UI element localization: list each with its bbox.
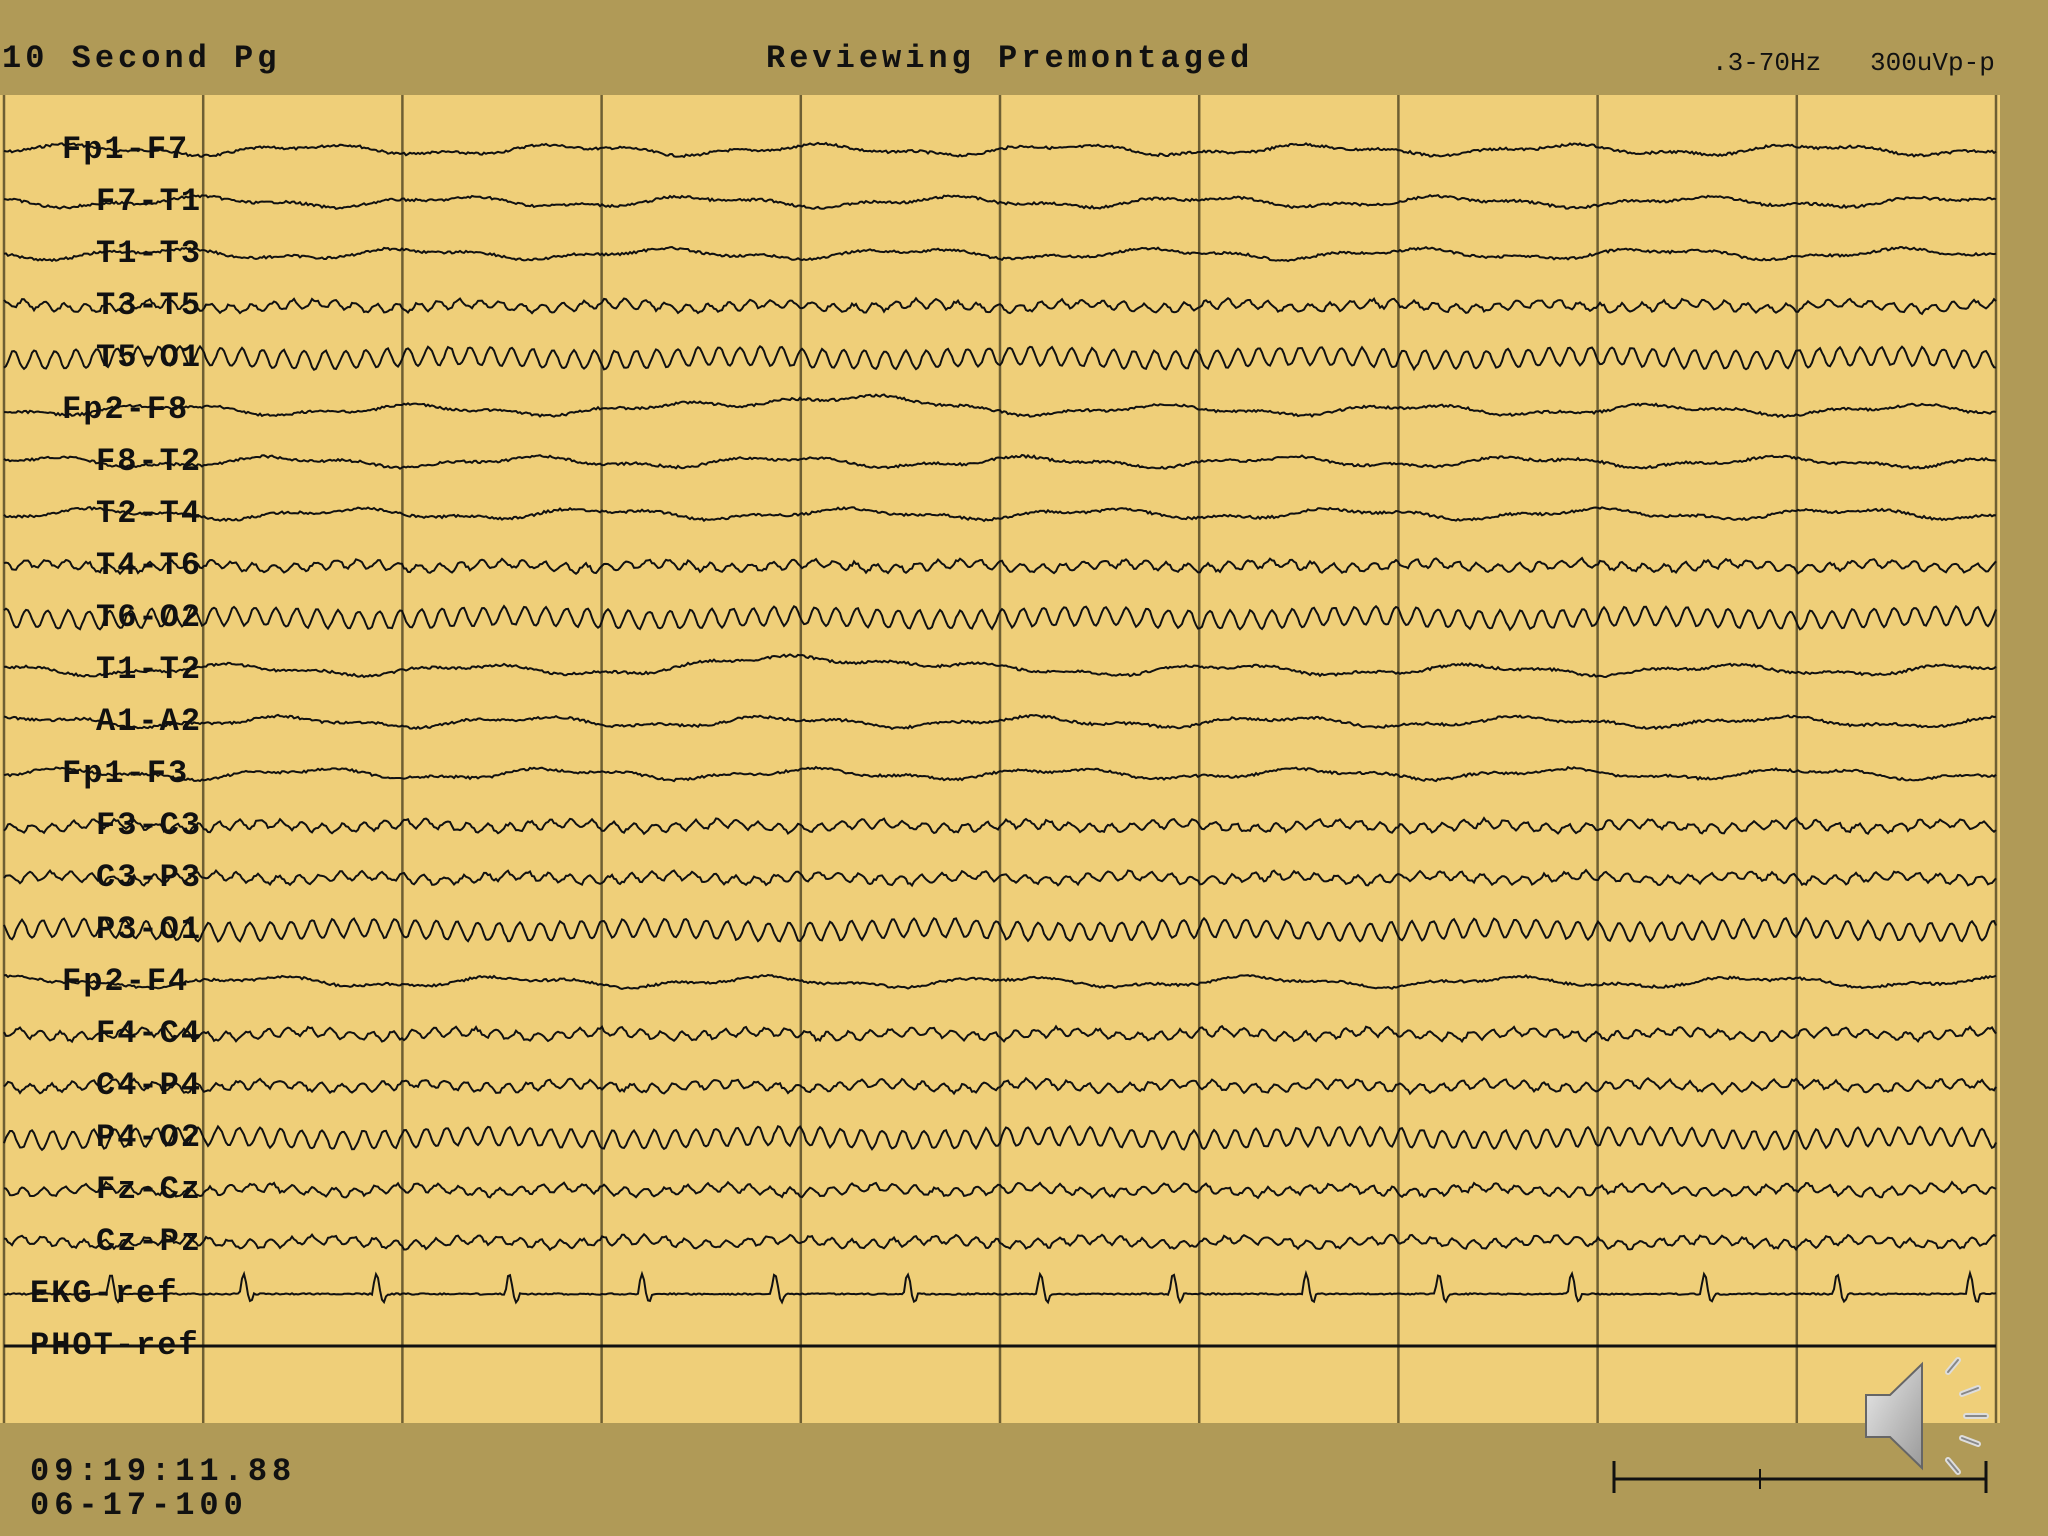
trace-cz-pz bbox=[3, 1232, 1997, 1252]
channel-label: Cz-Pz bbox=[96, 1223, 203, 1260]
trace-f3-c3 bbox=[3, 816, 1997, 836]
trace-a1-a2 bbox=[3, 713, 1997, 731]
channel-label: C4-P4 bbox=[96, 1067, 203, 1104]
trace-f7-t1 bbox=[3, 193, 1997, 211]
channel-label: T6-O2 bbox=[96, 599, 203, 636]
trace-t3-t5 bbox=[3, 296, 1997, 316]
channel-label: A1-A2 bbox=[96, 703, 203, 740]
channel-label: T2-T4 bbox=[96, 495, 203, 532]
trace-fp1-f7 bbox=[3, 141, 1997, 159]
trace-c3-p3 bbox=[3, 868, 1997, 888]
channel-label: T1-T2 bbox=[96, 651, 203, 688]
speaker-icon[interactable] bbox=[1860, 1350, 2010, 1480]
timestamp-date: 06-17-100 bbox=[30, 1487, 248, 1524]
channel-label: T4-T6 bbox=[96, 547, 203, 584]
trace-f8-t2 bbox=[3, 453, 1997, 470]
trace-f4-c4 bbox=[3, 1024, 1997, 1044]
channel-label: Fp1-F7 bbox=[62, 131, 190, 168]
channel-label: T5-O1 bbox=[96, 339, 203, 376]
trace-ekg-ref bbox=[3, 1269, 1997, 1305]
eeg-waveforms bbox=[2, 95, 1998, 1423]
channel-label: F7-T1 bbox=[96, 183, 203, 220]
timestamp-block: 09:19:11.88 06-17-100 bbox=[30, 1455, 296, 1523]
page-mode-label: 10 Second Pg bbox=[2, 40, 281, 77]
channel-label: EKG-ref bbox=[30, 1275, 179, 1312]
review-status-label: Reviewing Premontaged bbox=[766, 40, 1254, 77]
eeg-trace-panel[interactable]: Fp1-F7 F7-T1 T1-T3 T3-T5 T5-O1 Fp2-F8 F8-T2 T2-… bbox=[0, 95, 2000, 1423]
filter-setting: .3-70Hz bbox=[1712, 48, 1822, 78]
trace-fz-cz bbox=[3, 1180, 1997, 1200]
channel-label: PHOT-ref bbox=[30, 1327, 200, 1364]
trace-p4-o2 bbox=[3, 1124, 1997, 1152]
calibration-scale-bar bbox=[1612, 1461, 1988, 1493]
trace-t1-t2 bbox=[3, 653, 1997, 679]
channel-label: P3-O1 bbox=[96, 911, 203, 948]
channel-label: Fp1-F3 bbox=[62, 755, 190, 792]
channel-label: Fz-Cz bbox=[96, 1171, 203, 1208]
trace-t5-o1 bbox=[3, 344, 1997, 372]
channel-label: T3-T5 bbox=[96, 287, 203, 324]
trace-c4-p4 bbox=[3, 1076, 1997, 1096]
channel-label: Fp2-F8 bbox=[62, 391, 190, 428]
channel-label: F3-C3 bbox=[96, 807, 203, 844]
channel-label: F8-T2 bbox=[96, 443, 203, 480]
trace-t4-t6 bbox=[3, 556, 1997, 576]
channel-label: P4-O2 bbox=[96, 1119, 203, 1156]
sensitivity-setting: 300uVp-p bbox=[1870, 48, 1995, 78]
timestamp-time: 09:19:11.88 bbox=[30, 1453, 297, 1490]
channel-label: F4-C4 bbox=[96, 1015, 203, 1052]
trace-fp1-f3 bbox=[3, 765, 1997, 783]
trace-fp2-f4 bbox=[3, 973, 1997, 990]
channel-label: Fp2-F4 bbox=[62, 963, 190, 1000]
trace-t1-t3 bbox=[3, 245, 1997, 263]
channel-label: T1-T3 bbox=[96, 235, 203, 272]
trace-t6-o2 bbox=[3, 604, 1997, 632]
trace-p3-o1 bbox=[3, 916, 1997, 944]
trace-t2-t4 bbox=[3, 506, 1997, 523]
channel-label: C3-P3 bbox=[96, 859, 203, 896]
trace-fp2-f8 bbox=[4, 393, 1997, 419]
